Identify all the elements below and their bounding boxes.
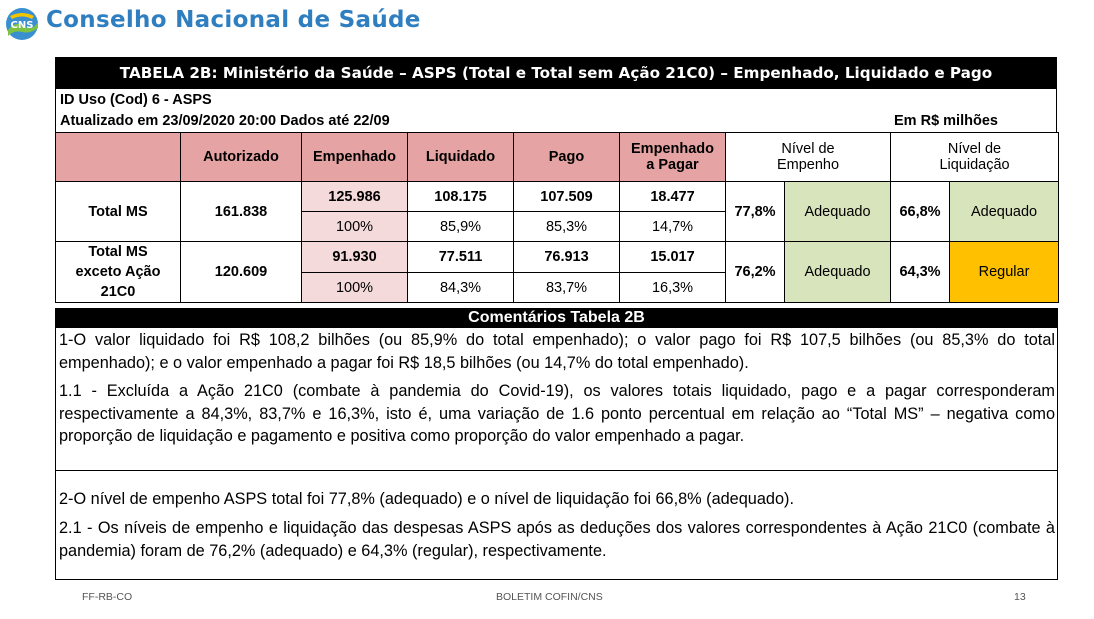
header-emp-pagar-line1: Empenhado [631,141,714,157]
footer-left: FF-RB-CO [82,591,133,603]
footer-center: BOLETIM COFIN/CNS [496,591,603,603]
comment-paragraph-2-1: 2.1 - Os níveis de empenho e liquidação … [59,519,1055,560]
nivel-empenho-status: Adequado [783,241,892,303]
header-empenhado: Empenhado [301,132,408,182]
liquidado-percent: 85,9% [407,211,514,242]
nivel-liquidacao-status: Regular [949,241,1060,303]
cns-logo-icon: CNS [6,8,38,40]
header-nivel-liq-line1: Nível de [947,141,1002,157]
row-label: Total MS exceto Ação 21C0 [55,241,181,303]
header-row: Autorizado Empenhado Liquidado Pago Empe… [55,132,1060,182]
nivel-empenho-status: Adequado [783,181,892,242]
empenhado-value: 91.930 [301,241,408,273]
row-label-line2: exceto Ação [75,264,161,280]
row-label-line1: Total MS [88,244,148,260]
header-nivel-liquidacao: Nível de Liquidação [890,132,1060,182]
table-meta: ID Uso (Cod) 6 - ASPS Atualizado em 23/0… [55,89,1057,132]
empenhado-a-pagar-value: 15.017 [619,241,726,273]
header-blank [55,132,181,182]
empenhado-a-pagar-value: 18.477 [619,181,726,212]
liquidado-value: 77.511 [407,241,514,273]
header-emp-pagar-line2: a Pagar [646,157,699,173]
row-label-line3: 21C0 [100,284,136,300]
autorizado-value: 120.609 [180,241,302,303]
pago-value: 107.509 [513,181,620,212]
header-autorizado: Autorizado [180,132,302,182]
pago-percent: 83,7% [513,272,620,303]
comments-divider [56,470,1057,471]
header-liquidado: Liquidado [407,132,514,182]
nivel-liquidacao-status: Adequado [949,181,1060,242]
empenhado-percent: 100% [301,272,408,303]
id-uso-label: ID Uso (Cod) 6 - ASPS [60,92,212,108]
data-table: Autorizado Empenhado Liquidado Pago Empe… [55,132,1060,303]
nivel-liquidacao-value: 64,3% [890,241,951,303]
comment-paragraph-1-1: 1.1 - Excluída a Ação 21C0 (combate à pa… [59,382,1055,445]
comments-box: 1-O valor liquidado foi R$ 108,2 bilhões… [55,328,1058,580]
nivel-empenho-value: 76,2% [725,241,785,303]
unit-label: Em R$ milhões [894,113,998,129]
logo-text: CNS [11,20,34,31]
comment-paragraph-1: 1-O valor liquidado foi R$ 108,2 bilhões… [59,331,1055,372]
header-pago: Pago [513,132,620,182]
table-row: Total MS exceto Ação 21C0 120.609 91.930… [55,241,1060,303]
header-nivel-emp-line2: Empenho [776,157,840,173]
comments-title: Comentários Tabela 2B [55,308,1058,328]
autorizado-value: 161.838 [180,181,302,242]
pago-value: 76.913 [513,241,620,273]
row-label: Total MS [55,181,181,242]
empenhado-a-pagar-percent: 16,3% [619,272,726,303]
header-nivel-liq-line2: Liquidação [939,157,1010,173]
liquidado-value: 108.175 [407,181,514,212]
header-nivel-empenho: Nível de Empenho [724,132,892,182]
header-empenhado-a-pagar: Empenhado a Pagar [619,132,726,182]
comment-paragraph-2: 2-O nível de empenho ASPS total foi 77,8… [59,490,794,508]
header-nivel-emp-line1: Nível de [781,141,835,157]
table-row: 100% 84,3% 83,7% 16,3% [56,272,1059,303]
liquidado-percent: 84,3% [407,272,514,303]
table-row: Total MS 161.838 125.986 108.175 107.509… [55,181,1060,242]
updated-label: Atualizado em 23/09/2020 20:00 Dados até… [60,113,390,129]
empenhado-a-pagar-percent: 14,7% [619,211,726,242]
page-header: CNS Conselho Nacional de Saúde [0,0,1094,44]
brand-name: Conselho Nacional de Saúde [46,7,421,33]
table-title: TABELA 2B: Ministério da Saúde – ASPS (T… [55,57,1057,89]
nivel-liquidacao-value: 66,8% [890,181,951,242]
empenhado-percent: 100% [301,211,408,242]
empenhado-value: 125.986 [301,181,408,212]
nivel-empenho-value: 77,8% [725,181,785,242]
page-number: 13 [1014,591,1026,603]
pago-percent: 85,3% [513,211,620,242]
